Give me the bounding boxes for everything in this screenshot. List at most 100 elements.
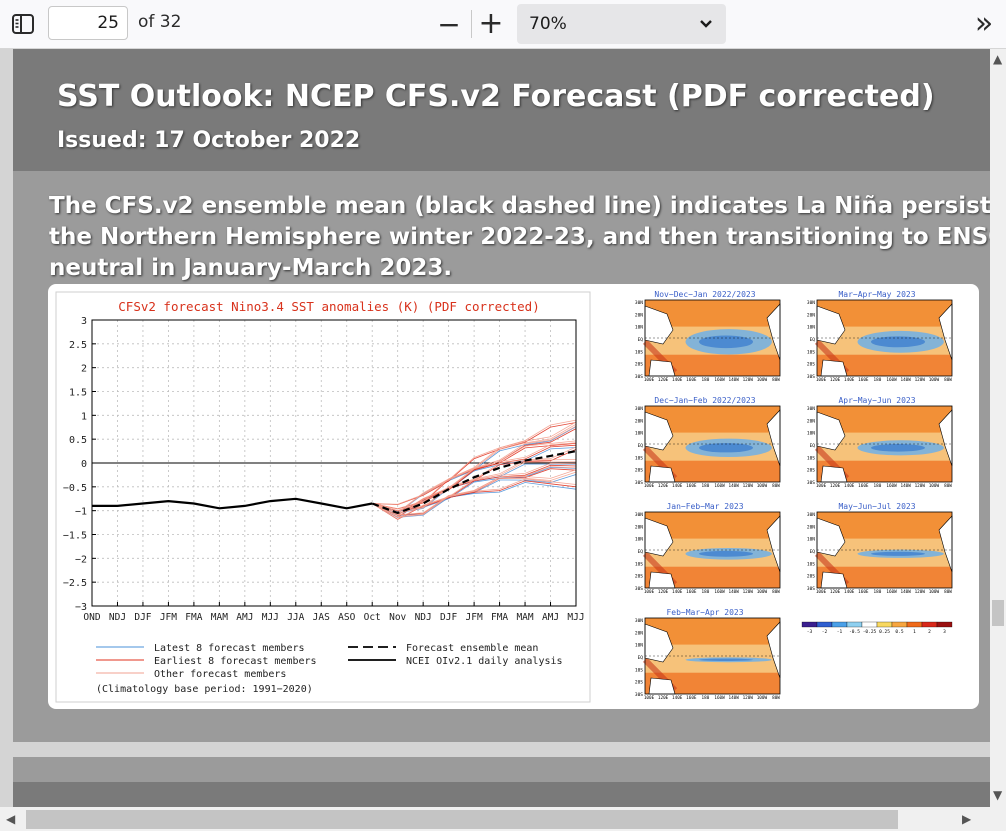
warm-region	[645, 566, 780, 588]
map-panel-title: May−Jun−Jul 2023	[838, 502, 915, 511]
body-text: The CFS.v2 ensemble mean (black dashed l…	[49, 191, 990, 284]
latitude-label: EQ	[638, 655, 644, 661]
sst-map-panel: Jan−Feb−Mar 2023 30N 20N 10N EQ 10S 20S 30S100E…	[635, 502, 781, 595]
main-series	[92, 450, 577, 515]
y-tick-label: 1.5	[69, 388, 87, 399]
latitude-label: EQ	[638, 443, 644, 449]
longitude-label: 160W	[714, 589, 725, 595]
longitude-label: 180	[702, 695, 710, 701]
longitude-label: 100E	[644, 695, 655, 701]
longitude-label: 120E	[830, 483, 841, 489]
latitude-label: 30S	[635, 480, 643, 486]
latitude-label: 20S	[635, 574, 643, 580]
colorbar-swatch	[846, 621, 863, 628]
longitude-label: 100E	[816, 483, 827, 489]
vertical-scroll-thumb[interactable]	[992, 600, 1004, 626]
colorbar-swatch	[906, 621, 923, 628]
longitude-label: 100W	[757, 483, 768, 489]
zoom-select[interactable]: 70%	[517, 4, 726, 44]
longitude-label: 160E	[686, 589, 697, 595]
latitude-label: 10N	[807, 537, 815, 543]
longitude-label: 100E	[816, 377, 827, 383]
longitude-label: 120W	[915, 377, 926, 383]
latitude-label: 30N	[807, 512, 815, 518]
longitude-label: 160E	[858, 377, 869, 383]
longitude-label: 140W	[900, 483, 911, 489]
page-count-label: of 32	[138, 12, 182, 32]
latitude-label: 10S	[807, 349, 815, 355]
x-tick-label: JAS	[313, 612, 330, 623]
longitude-label: 160W	[886, 377, 897, 383]
longitude-label: 140E	[672, 377, 683, 383]
longitude-label: 100W	[757, 589, 768, 595]
sst-map-panel: Mar−Apr−May 2023 30N 20N 10N EQ 10S 20S 30S100E…	[807, 290, 953, 383]
scroll-right-arrow-icon[interactable]: ▶	[962, 812, 972, 826]
sst-map-panel: Nov−Dec−Jan 2022/2023 30N 20N 10N EQ 10S 20S 30…	[635, 290, 781, 383]
x-tick-label: FMA	[185, 612, 202, 623]
x-tick-label: Oct	[364, 612, 381, 623]
map-panel-title: Feb−Mar−Apr 2023	[666, 608, 743, 617]
longitude-label: 120E	[658, 695, 669, 701]
climatology-footnote: (Climatology base period: 1991−2020)	[96, 684, 313, 695]
latitude-label: 10N	[635, 325, 643, 331]
x-tick-label: DJF	[440, 612, 457, 623]
y-tick-label: 0.5	[69, 435, 87, 446]
cool-anomaly-core	[699, 550, 753, 557]
forecast-member-line	[372, 478, 577, 516]
colorbar-label: -3	[807, 629, 813, 635]
longitude-label: 180	[702, 589, 710, 595]
x-tick-label: MAM	[211, 612, 228, 623]
zoom-in-button[interactable]: +	[478, 5, 504, 41]
scroll-up-arrow-icon[interactable]: ▲	[993, 52, 1003, 66]
colorbar-label: 0.5	[895, 629, 903, 635]
sidebar-toggle-button[interactable]	[10, 12, 36, 36]
cool-anomaly-core	[699, 335, 753, 349]
longitude-label: 100W	[929, 589, 940, 595]
longitude-label: 120W	[743, 483, 754, 489]
latitude-label: 20N	[635, 524, 643, 530]
longitude-label: 140W	[728, 483, 739, 489]
longitude-label: 100W	[757, 695, 768, 701]
latitude-label: 30N	[635, 512, 643, 518]
vertical-scrollbar[interactable]	[990, 49, 1006, 807]
toolbar-divider	[471, 10, 472, 38]
latitude-label: 30S	[807, 374, 815, 380]
latitude-label: 10N	[635, 643, 643, 649]
zoom-out-button[interactable]: −	[437, 7, 461, 41]
longitude-label: 140W	[728, 589, 739, 595]
cool-anomaly-core	[871, 444, 925, 452]
latitude-label: 20N	[635, 630, 643, 636]
y-axis: 3 2.5 2 1.5 1 0.5 0 −0.5 −1 −1.5 −2 −2.5 −3	[63, 316, 96, 613]
warm-region	[817, 354, 952, 376]
longitude-label: 80W	[772, 483, 780, 489]
x-tick-label: NDJ	[109, 612, 126, 623]
latitude-label: 10S	[807, 561, 815, 567]
legend-label: Earliest 8 forecast members	[154, 656, 317, 667]
latitude-label: 20S	[635, 468, 643, 474]
longitude-label: 180	[702, 483, 710, 489]
longitude-label: 160E	[858, 483, 869, 489]
x-axis: OND NDJ DJF JFM FMA MAM AMJ MJJ JJA JAS ASO Oct Nov N…	[83, 602, 585, 623]
longitude-label: 120E	[658, 377, 669, 383]
longitude-label: 140E	[844, 589, 855, 595]
body-line: the Northern Hemisphere winter 2022-23, …	[49, 224, 990, 250]
scroll-left-arrow-icon[interactable]: ◀	[6, 812, 16, 826]
map-panel-title: Nov−Dec−Jan 2022/2023	[654, 290, 755, 299]
latitude-label: 20S	[807, 574, 815, 580]
latitude-label: 20N	[807, 312, 815, 318]
latitude-label: 20N	[635, 312, 643, 318]
scroll-down-arrow-icon[interactable]: ▼	[993, 788, 1003, 802]
longitude-label: 100E	[644, 483, 655, 489]
document-viewport[interactable]: SST Outlook: NCEP CFS.v2 Forecast (PDF c…	[0, 49, 990, 807]
longitude-label: 100E	[644, 589, 655, 595]
longitude-label: 160W	[886, 483, 897, 489]
latitude-label: 10N	[635, 431, 643, 437]
latitude-label: 30N	[807, 300, 815, 306]
colorbar-swatch	[876, 621, 893, 628]
page-number-input[interactable]: 25	[48, 6, 128, 40]
longitude-label: 80W	[944, 377, 952, 383]
latitude-label: 10N	[635, 537, 643, 543]
horizontal-scroll-thumb[interactable]	[26, 810, 898, 829]
more-tools-button[interactable]: »	[974, 5, 994, 41]
y-tick-label: 2	[81, 364, 87, 375]
